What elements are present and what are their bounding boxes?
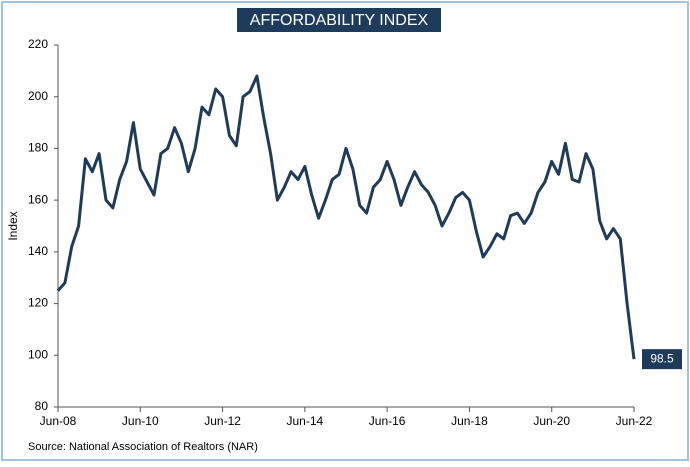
x-tick-label: Jun-18 [451, 414, 488, 428]
x-tick-label: Jun-20 [533, 414, 570, 428]
y-tick-label: 180 [28, 141, 48, 155]
value-label-box [642, 349, 682, 370]
source: Source: National Association of Realtors… [28, 441, 258, 453]
y-tick-label: 160 [28, 192, 48, 206]
y-tick-label: 120 [28, 296, 48, 310]
x-tick-label: Jun-14 [287, 414, 324, 428]
y-tick-label: 100 [28, 347, 48, 361]
y-tick-label: 80 [35, 399, 49, 413]
y-axis-label: Index [6, 211, 20, 240]
chart-title: AFFORDABILITY INDEX [250, 12, 429, 29]
x-tick-label: Jun-12 [204, 414, 241, 428]
x-tick-label: Jun-10 [122, 414, 159, 428]
x-tick-label: Jun-22 [616, 414, 653, 428]
x-tick-label: Jun-08 [40, 414, 77, 428]
line [56, 74, 636, 360]
y-tick-label: 200 [28, 89, 48, 103]
y-tick-label: 220 [28, 37, 48, 51]
value-label: 98.5 [650, 351, 674, 365]
title-box [237, 8, 441, 32]
y-tick-label: 140 [28, 244, 48, 258]
x-tick-label: Jun-16 [369, 414, 406, 428]
